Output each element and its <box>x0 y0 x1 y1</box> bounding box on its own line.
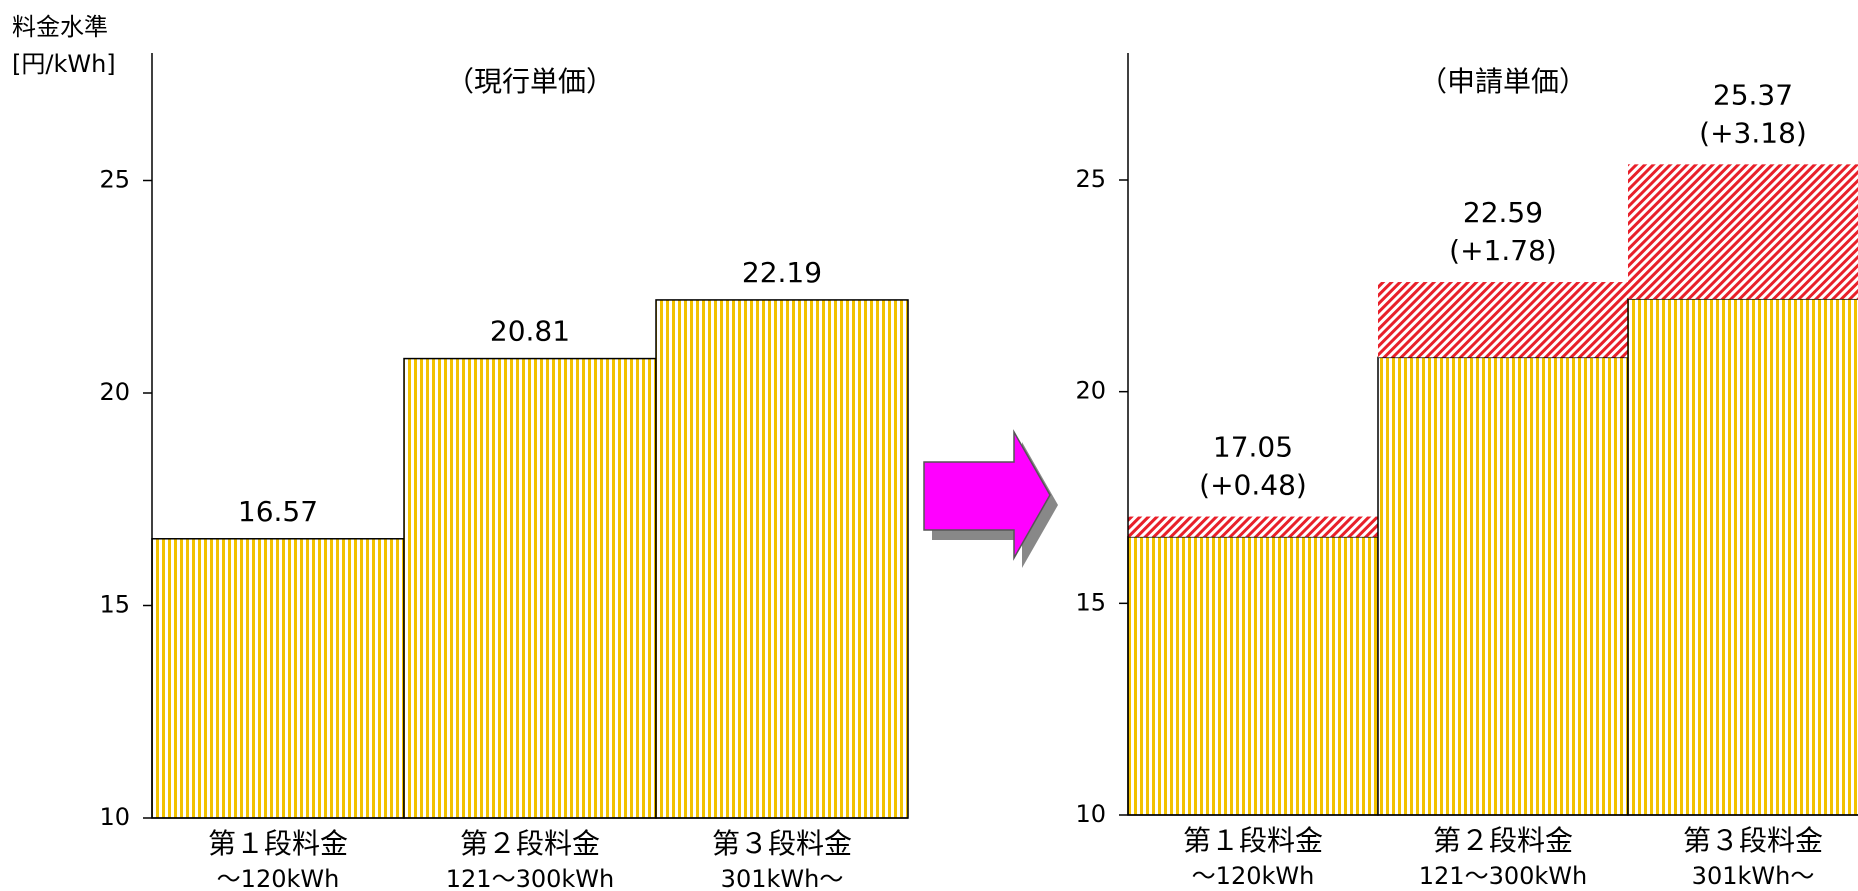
x-tick-label: 301kWh～ <box>721 865 844 891</box>
value-label: (+3.18) <box>1699 116 1807 149</box>
bar-segment <box>1127 536 1379 816</box>
total-label: 17.05 <box>1213 431 1293 464</box>
y-axis-label: [円/kWh] <box>12 50 116 78</box>
y-tick-label: 10 <box>1075 800 1106 828</box>
x-tick-label: 121～300kWh <box>446 865 614 891</box>
x-tick-label: 第１段料金 <box>1183 824 1323 857</box>
x-tick-label: 第１段料金 <box>208 827 348 860</box>
y-tick-label: 25 <box>1075 165 1106 193</box>
arrow <box>923 429 1058 568</box>
bar <box>655 299 909 819</box>
value-label: 22.19 <box>742 256 822 289</box>
bar-segment <box>1377 356 1629 816</box>
bar-segment <box>1378 282 1628 358</box>
y-tick-label: 20 <box>1075 377 1106 405</box>
bar-segment <box>1627 298 1858 816</box>
value-label: (+0.48) <box>1199 469 1307 502</box>
y-tick-label: 20 <box>99 378 130 406</box>
x-tick-label: 第３段料金 <box>712 827 852 860</box>
y-axis-label: 料金水準 <box>12 13 108 41</box>
chart-title: （申請単価） <box>1419 65 1587 98</box>
y-tick-label: 15 <box>1075 588 1106 616</box>
value-label: 16.57 <box>238 495 318 528</box>
x-tick-label: ～120kWh <box>1192 862 1315 890</box>
chart-title: （現行単価） <box>446 65 614 98</box>
x-tick-label: 第３段料金 <box>1683 824 1823 857</box>
y-tick-label: 15 <box>99 591 130 619</box>
bar <box>151 538 405 819</box>
x-tick-label: ～120kWh <box>217 865 340 891</box>
x-tick-label: 301kWh～ <box>1692 862 1815 890</box>
total-label: 22.59 <box>1463 196 1543 229</box>
y-tick-label: 10 <box>99 803 130 831</box>
value-label: 20.81 <box>490 315 570 348</box>
x-tick-label: 121～300kWh <box>1419 862 1587 890</box>
total-label: 25.37 <box>1713 78 1793 111</box>
bar-segment <box>1628 164 1858 299</box>
bar <box>403 357 657 819</box>
bar-segment <box>1128 516 1378 537</box>
x-tick-label: 第２段料金 <box>460 827 600 860</box>
y-tick-label: 25 <box>99 166 130 194</box>
value-label: (+1.78) <box>1449 234 1557 267</box>
x-tick-label: 第２段料金 <box>1433 824 1573 857</box>
